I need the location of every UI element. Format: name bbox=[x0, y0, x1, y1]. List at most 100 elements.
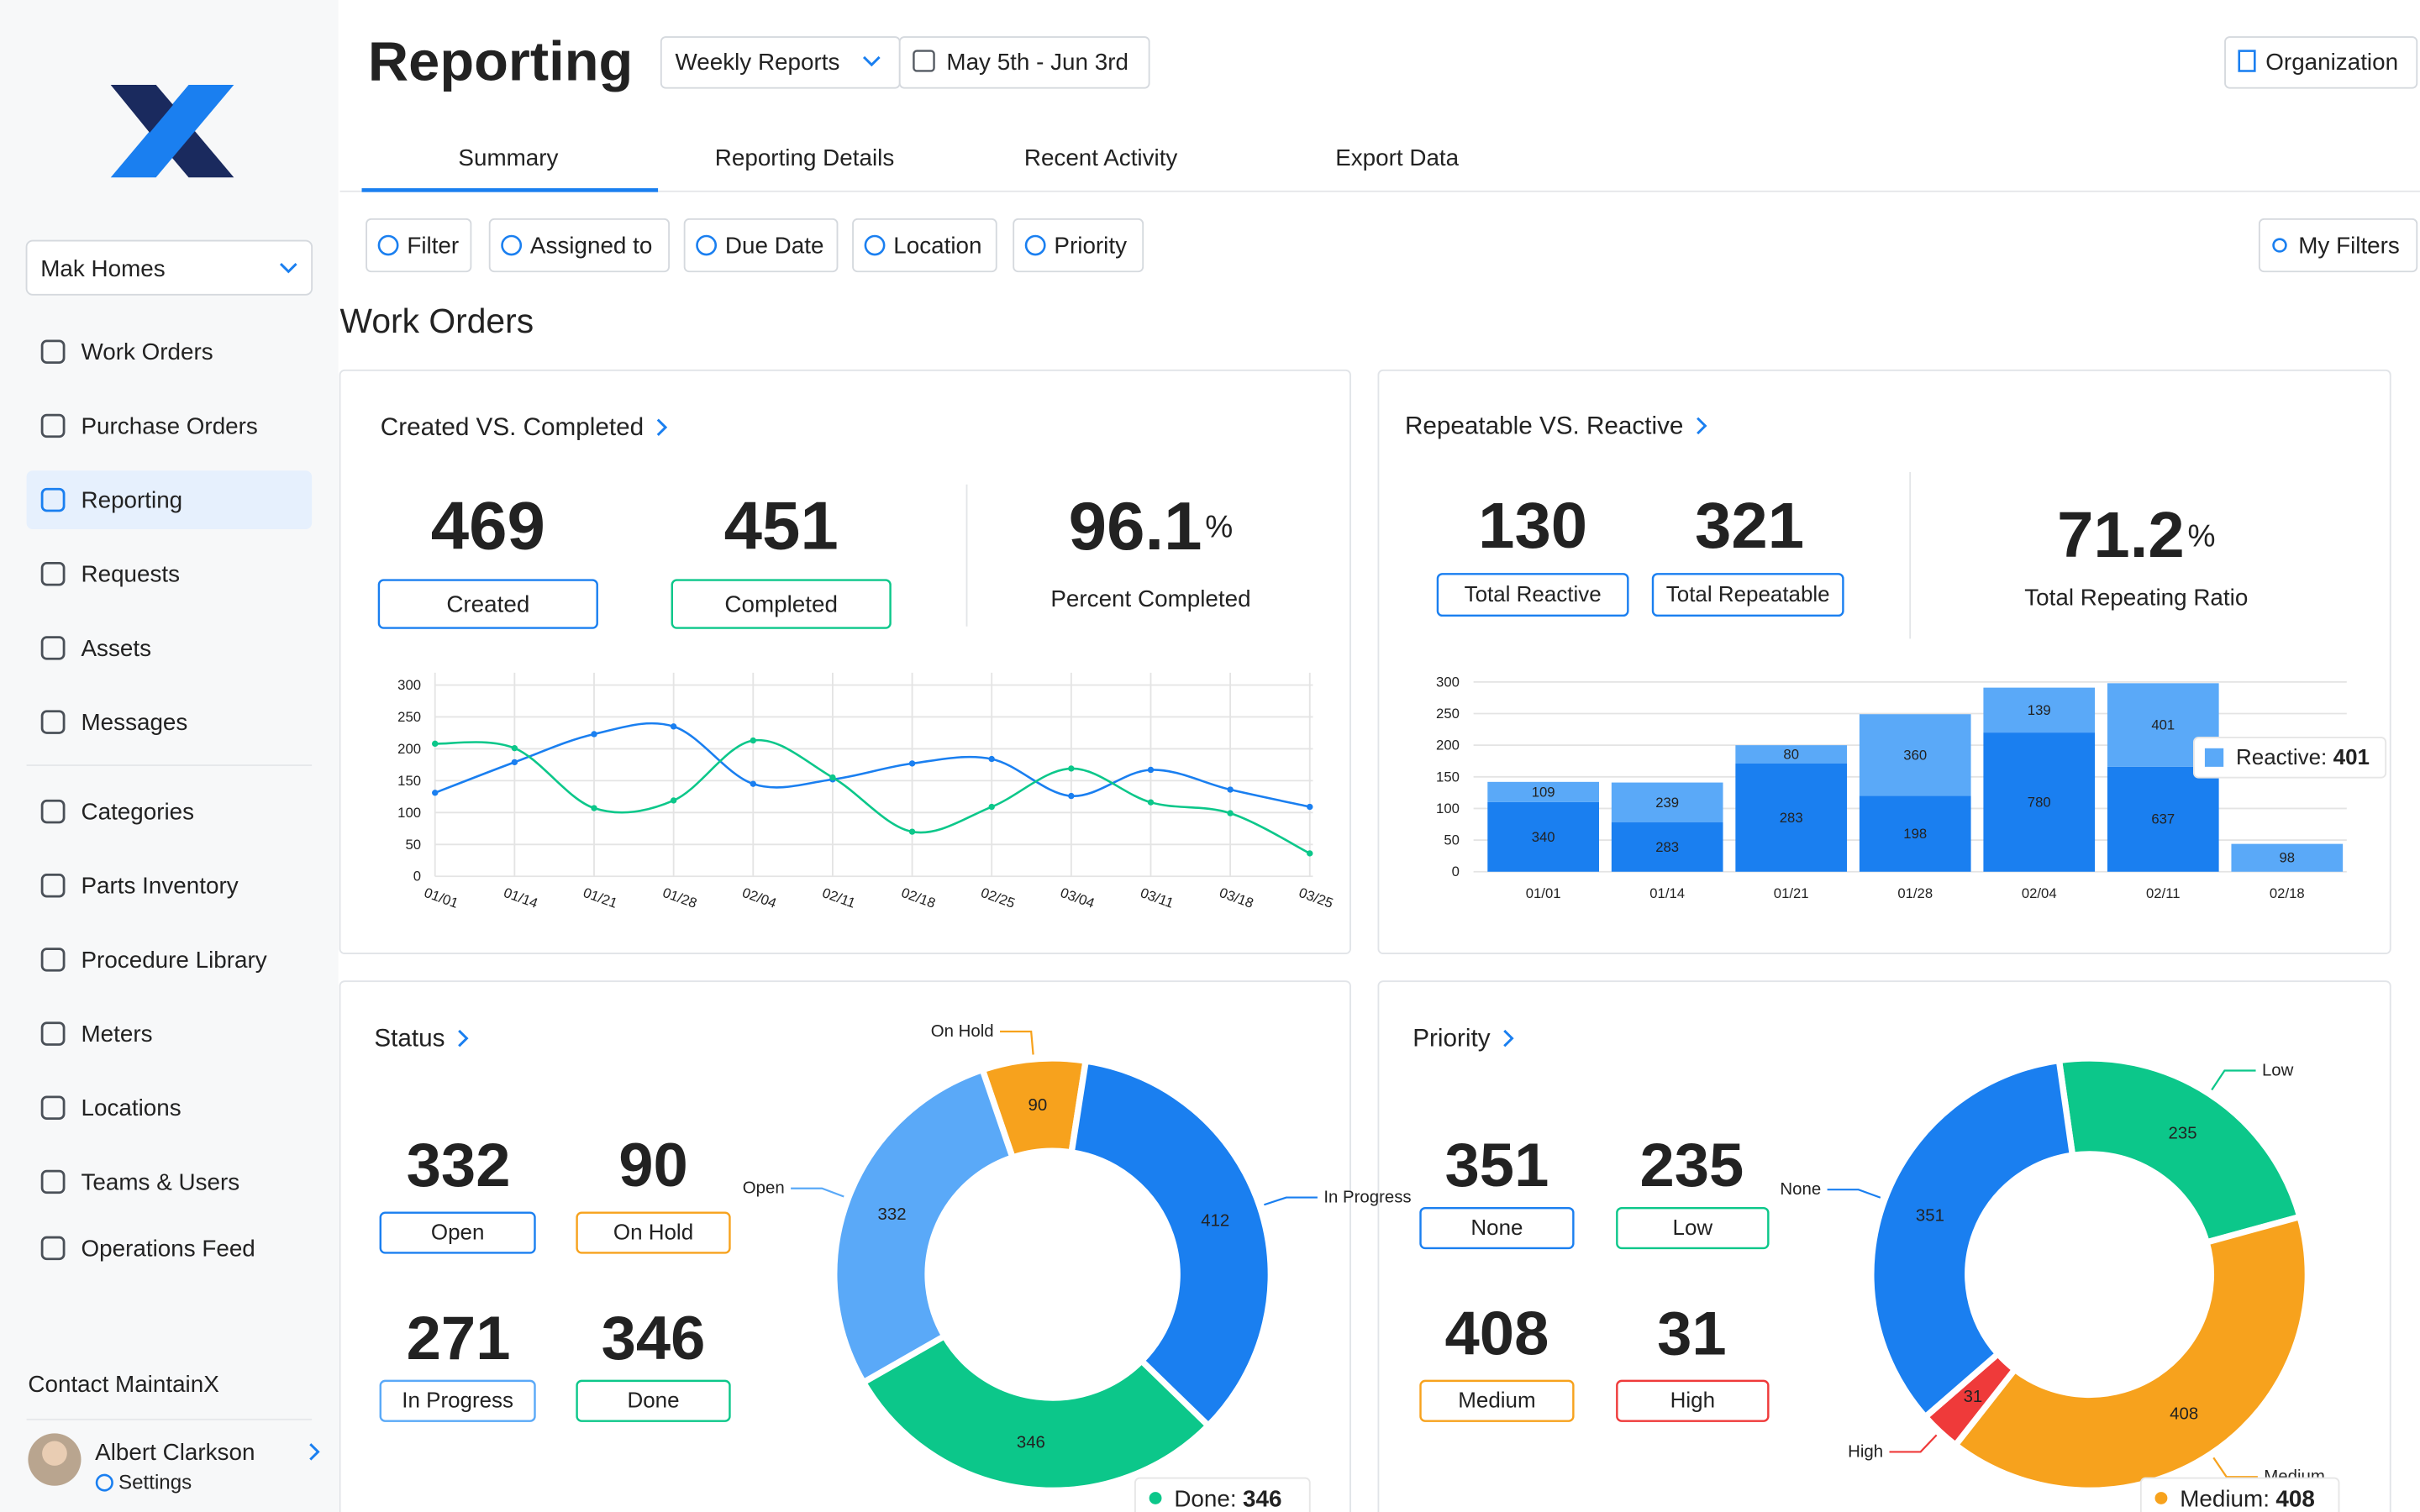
slice-label: 90 bbox=[1028, 1096, 1048, 1115]
line-point bbox=[988, 755, 995, 763]
tab[interactable]: Recent Activity bbox=[1024, 144, 1178, 171]
callout-label: Low bbox=[2262, 1062, 2294, 1080]
section-title: Work Orders bbox=[340, 302, 534, 340]
chevron-icon bbox=[1503, 1029, 1514, 1047]
stat-value: 271 bbox=[407, 1303, 511, 1373]
nav-item[interactable]: Teams & Users bbox=[40, 1169, 239, 1195]
nav-item[interactable]: Locations bbox=[40, 1095, 182, 1121]
nav-item[interactable]: Requests bbox=[40, 561, 180, 587]
line-point bbox=[432, 790, 439, 796]
y-tick-label: 100 bbox=[397, 805, 421, 821]
calendar-icon bbox=[913, 50, 935, 72]
donut-slice bbox=[1067, 1057, 1275, 1431]
nav-item[interactable]: Assets bbox=[40, 635, 151, 661]
nav-label: Reporting bbox=[81, 487, 182, 513]
tab[interactable]: Reporting Details bbox=[715, 144, 894, 171]
stat-value: 469 bbox=[431, 488, 545, 564]
nav-label: Operations Feed bbox=[81, 1235, 255, 1261]
building-icon bbox=[2238, 50, 2256, 72]
line-point bbox=[1147, 799, 1155, 806]
nav-label: Parts Inventory bbox=[81, 873, 238, 899]
date-range: May 5th - Jun 3rd bbox=[946, 49, 1128, 75]
nav-item[interactable]: Operations Feed bbox=[40, 1235, 255, 1261]
nav-icon bbox=[40, 339, 66, 365]
bar-segment bbox=[1859, 795, 1971, 872]
filter-icon bbox=[864, 234, 886, 256]
tooltip-box bbox=[2139, 1477, 2340, 1512]
bar-label: 637 bbox=[2151, 811, 2175, 827]
page-title: Reporting bbox=[368, 31, 633, 93]
card-title[interactable]: Created VS. Completed bbox=[381, 413, 644, 441]
nav-item[interactable]: Work Orders bbox=[40, 339, 213, 365]
filter-label: Filter bbox=[407, 233, 459, 259]
bar-segment bbox=[2231, 843, 2344, 872]
slice-label: 412 bbox=[1201, 1211, 1229, 1230]
stat-badge bbox=[671, 579, 892, 629]
stat-badge bbox=[576, 1211, 731, 1254]
filter-button[interactable]: Assigned to bbox=[488, 218, 671, 273]
y-tick-label: 250 bbox=[1436, 706, 1460, 722]
callout-line bbox=[1827, 1189, 1881, 1199]
my-filters-button[interactable] bbox=[2258, 218, 2418, 273]
y-tick-label: 150 bbox=[397, 773, 421, 789]
slice-label: 235 bbox=[2169, 1125, 2197, 1143]
avatar-face bbox=[42, 1441, 67, 1466]
date-range-select[interactable] bbox=[898, 36, 1150, 89]
nav-item[interactable]: Parts Inventory bbox=[40, 873, 239, 899]
my-filters: My Filters bbox=[2298, 233, 2400, 259]
nav-icon bbox=[40, 710, 66, 734]
callout-line bbox=[1889, 1434, 1938, 1453]
donut-slice bbox=[2055, 1055, 2304, 1247]
nav-item[interactable]: Purchase Orders bbox=[40, 413, 258, 439]
filter-button[interactable]: Filter bbox=[366, 218, 472, 273]
card-title[interactable]: Priority bbox=[1413, 1025, 1491, 1053]
bar-segment bbox=[1487, 781, 1599, 802]
organization-button[interactable] bbox=[2224, 36, 2418, 89]
nav-item[interactable]: Messages bbox=[40, 709, 187, 735]
line-point bbox=[988, 803, 995, 811]
filter-button[interactable]: Due Date bbox=[683, 218, 839, 273]
ratio-label: Percent Completed bbox=[1050, 585, 1250, 612]
logo-stroke bbox=[110, 85, 173, 133]
nav-item[interactable]: Meters bbox=[40, 1021, 153, 1047]
ratio-unit: % bbox=[2187, 518, 2215, 553]
tooltip-swatch bbox=[1149, 1492, 1162, 1504]
ratio-unit: % bbox=[1205, 509, 1233, 543]
nav-label: Locations bbox=[81, 1095, 181, 1121]
chevron-icon bbox=[1697, 417, 1707, 435]
tab[interactable]: Export Data bbox=[1335, 144, 1460, 171]
card bbox=[339, 369, 1351, 955]
nav-icon bbox=[40, 799, 66, 824]
bar-label: 80 bbox=[1783, 747, 1799, 763]
bar-label: 340 bbox=[1532, 829, 1555, 845]
card-title[interactable]: Repeatable VS. Reactive bbox=[1405, 412, 1683, 440]
workspace-select[interactable] bbox=[25, 239, 313, 296]
nav-item[interactable]: Procedure Library bbox=[40, 947, 267, 973]
stat-value: 90 bbox=[618, 1130, 688, 1200]
donut-slice bbox=[1868, 1057, 2076, 1421]
contact-link[interactable]: Contact MaintainX bbox=[28, 1371, 218, 1397]
user-profile[interactable]: Albert Clarkson Settings bbox=[28, 1433, 255, 1494]
card-title[interactable]: Status bbox=[374, 1025, 445, 1053]
stat-label: Low bbox=[1673, 1216, 1713, 1240]
callout-label: In Progress bbox=[1323, 1189, 1411, 1207]
y-tick-label: 300 bbox=[1436, 674, 1460, 690]
line-point bbox=[1227, 786, 1234, 793]
stat-value: 346 bbox=[602, 1303, 706, 1373]
tab[interactable]: Summary bbox=[458, 144, 558, 171]
nav-label: Procedure Library bbox=[81, 947, 266, 973]
bar-segment bbox=[1735, 763, 1848, 872]
filter-button[interactable]: Priority bbox=[1013, 218, 1144, 273]
nav-item[interactable]: Reporting bbox=[26, 470, 313, 529]
bar-segment bbox=[1487, 801, 1599, 872]
nav-icon bbox=[40, 874, 66, 898]
tooltip-label: Reactive: bbox=[2236, 746, 2327, 769]
nav-icon bbox=[40, 413, 66, 438]
logo[interactable] bbox=[110, 85, 234, 178]
donut-slice bbox=[859, 1331, 1213, 1494]
filter-button[interactable]: Location bbox=[852, 218, 997, 273]
donut-slice bbox=[831, 1065, 1017, 1387]
nav-item[interactable]: Categories bbox=[40, 799, 194, 825]
callout-line bbox=[2211, 1069, 2256, 1091]
